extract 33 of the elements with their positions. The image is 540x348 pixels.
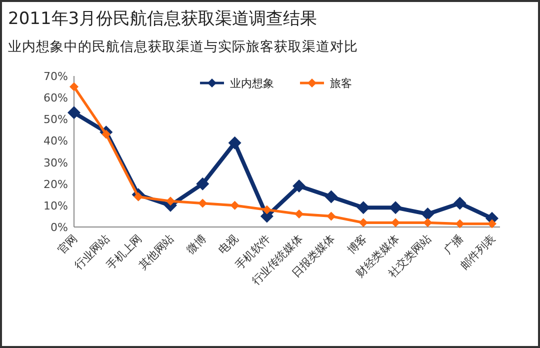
chart-subtitle: 业内想象中的民航信息获取渠道与实际旅客获取渠道对比 — [8, 39, 358, 55]
x-tick-label: 微博 — [184, 232, 209, 257]
point — [421, 208, 434, 221]
chart-title: 2011年3月份民航信息获取渠道调查结果 — [8, 9, 318, 29]
y-tick-label: 0% — [50, 221, 68, 234]
point — [68, 106, 80, 120]
y-tick-label: 60% — [44, 92, 68, 105]
point — [389, 201, 402, 214]
point — [198, 198, 208, 208]
y-tick-label: 30% — [44, 156, 68, 170]
point — [70, 82, 78, 92]
y-tick-label: 70% — [44, 70, 68, 83]
point — [488, 219, 496, 228]
x-tick-label: 官网 — [55, 232, 80, 257]
point — [453, 196, 466, 210]
legend-label: 旅客 — [330, 77, 352, 90]
point — [358, 218, 368, 228]
y-tick-label: 40% — [44, 134, 68, 148]
legend-label: 业内想象 — [230, 77, 274, 90]
x-tick-label: 电视 — [216, 232, 241, 257]
y-tick-label: 50% — [44, 113, 68, 126]
y-tick-label: 20% — [44, 178, 68, 191]
point — [292, 180, 306, 193]
y-tick-label: 10% — [44, 199, 68, 212]
point — [356, 201, 370, 214]
x-tick-label: 博客 — [344, 232, 370, 257]
point — [262, 205, 272, 214]
point — [196, 177, 210, 190]
point — [326, 212, 336, 221]
x-tick-label: 广播 — [441, 232, 466, 257]
point — [324, 190, 338, 204]
point — [166, 196, 175, 206]
point — [228, 136, 242, 150]
